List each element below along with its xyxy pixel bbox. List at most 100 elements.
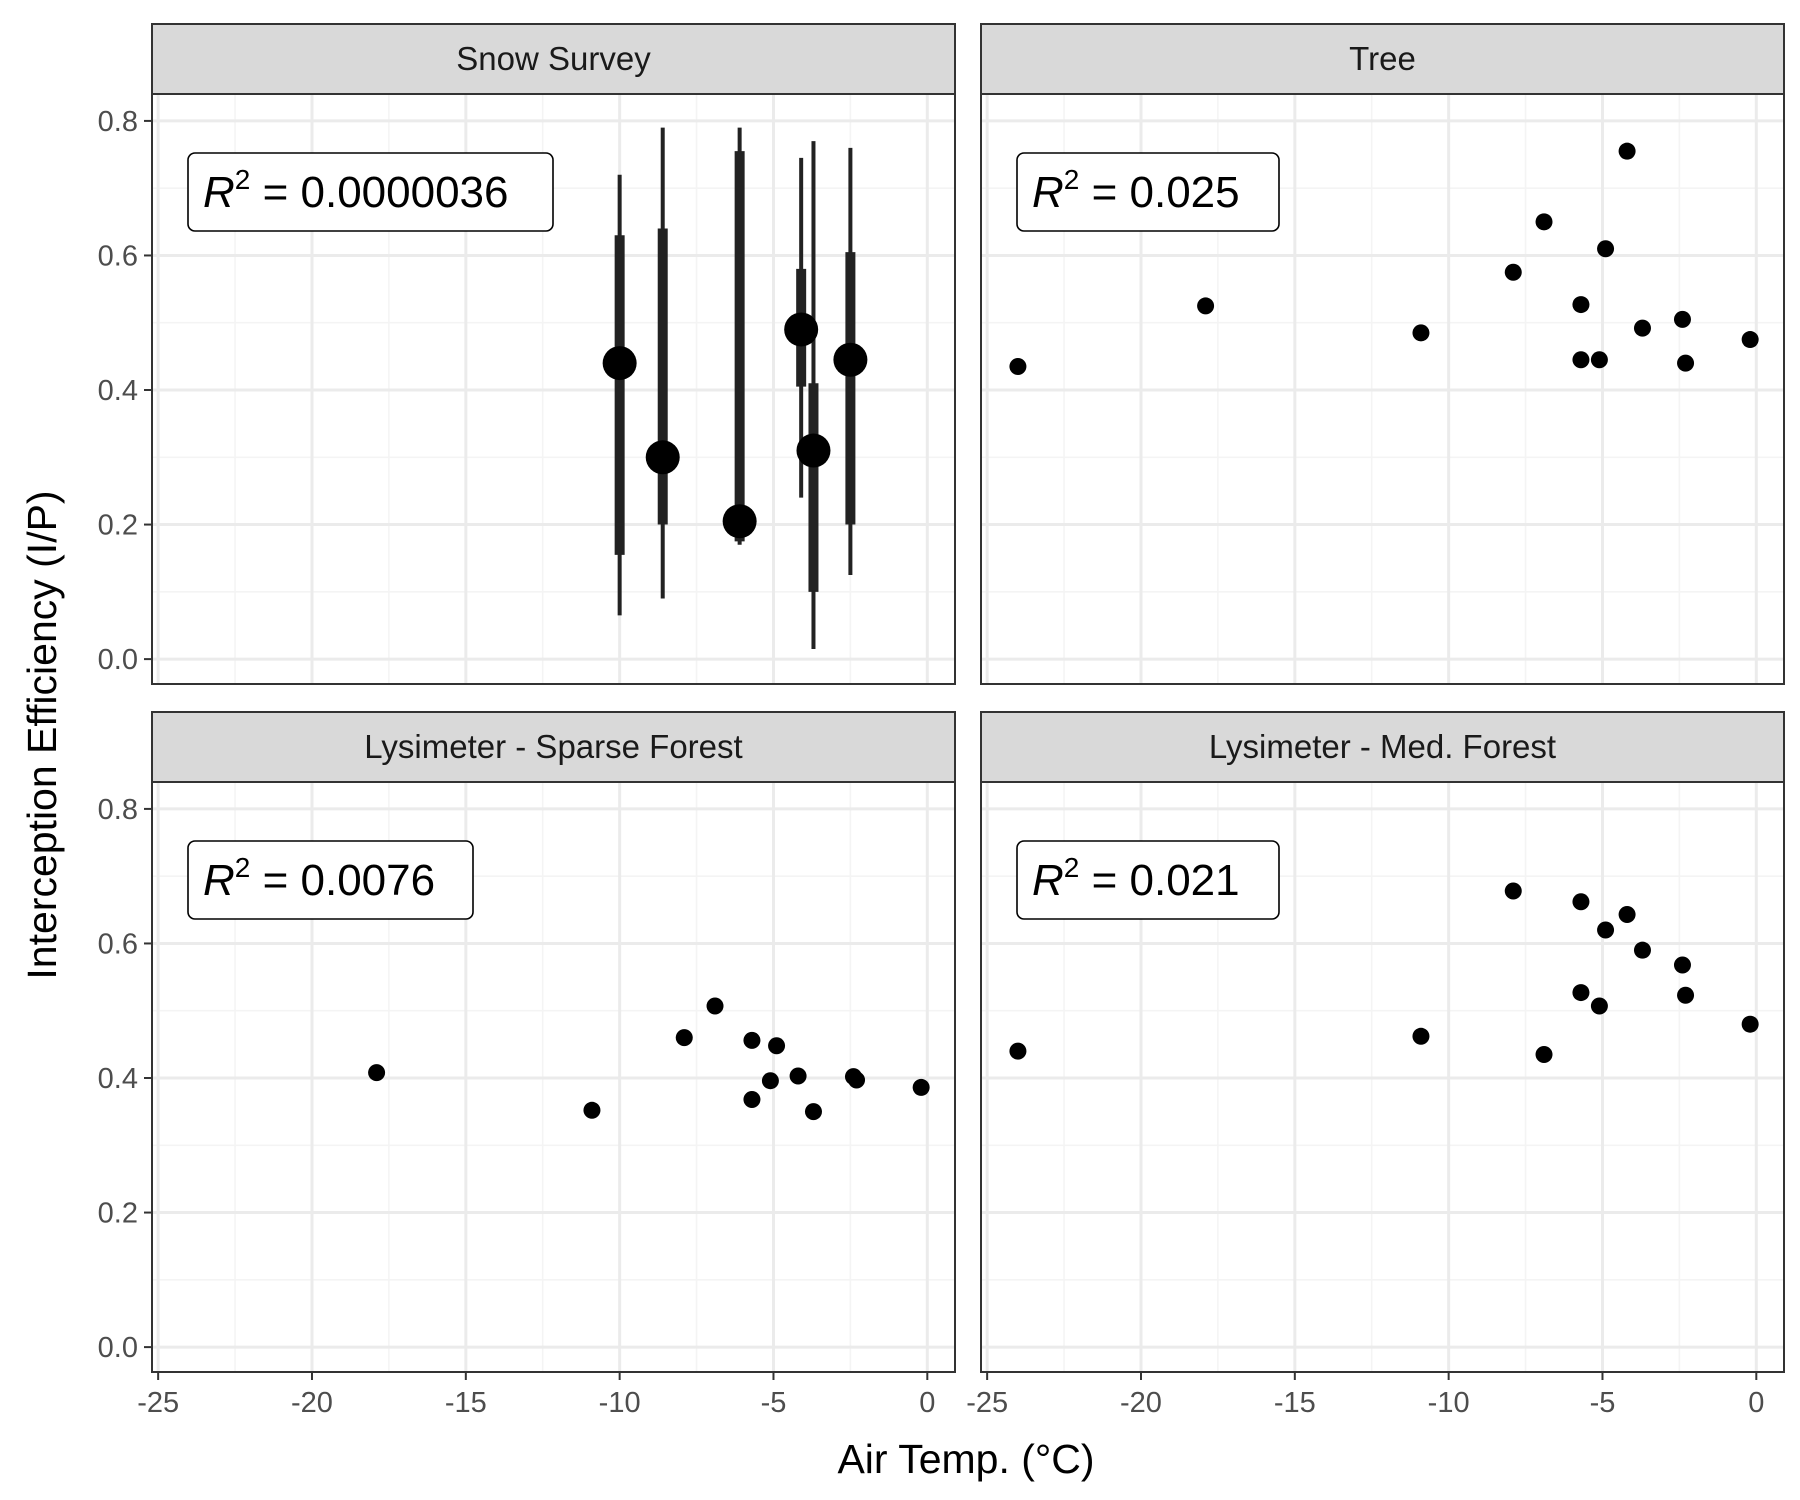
data-point xyxy=(1504,882,1522,900)
data-point xyxy=(1009,357,1027,375)
data-point xyxy=(1572,296,1590,314)
x-tick-label: -5 xyxy=(1590,1387,1616,1419)
data-point xyxy=(804,1103,822,1121)
facet-strip-label: Snow Survey xyxy=(456,40,651,77)
data-point xyxy=(1590,997,1608,1015)
r2-label: R2 = 0.021 xyxy=(1032,852,1240,905)
x-tick-label: 0 xyxy=(919,1387,935,1419)
facet-strip xyxy=(151,711,956,783)
data-point xyxy=(1673,310,1691,328)
y-tick-label: 0.6 xyxy=(98,928,138,960)
r2-symbol: R xyxy=(203,856,235,905)
r2-label-box xyxy=(1016,152,1280,232)
facet-strip-label: Tree xyxy=(1349,40,1416,77)
data-point xyxy=(1572,351,1590,369)
data-point xyxy=(1504,263,1522,281)
r2-symbol: R xyxy=(1032,168,1064,217)
x-tick-label: -5 xyxy=(761,1387,787,1419)
r2-exponent: 2 xyxy=(235,852,251,883)
facet-panels: Snow Survey R2 = 0.0000036 0.0 0.2 0.4 0.6 0.8… xyxy=(98,23,1785,1419)
x-axis-title: Air Temp. (°C) xyxy=(837,1436,1094,1482)
data-point xyxy=(1535,1045,1553,1063)
x-tick-label: -10 xyxy=(1428,1387,1470,1419)
data-point xyxy=(796,433,831,468)
data-point xyxy=(722,504,757,539)
r2-value: = 0.0076 xyxy=(250,856,435,905)
panel-border xyxy=(151,93,956,685)
data-point xyxy=(784,312,819,347)
r2-symbol: R xyxy=(1032,856,1064,905)
x-tick-label: -10 xyxy=(599,1387,641,1419)
data-point xyxy=(675,1029,693,1047)
data-point xyxy=(1633,319,1651,337)
panel-border xyxy=(980,781,1785,1373)
facet-strip-label: Lysimeter - Sparse Forest xyxy=(364,728,742,765)
r2-exponent: 2 xyxy=(1064,164,1080,195)
x-tick-label: -25 xyxy=(137,1387,179,1419)
panel-border xyxy=(980,93,1785,685)
facet-panel: Snow Survey R2 = 0.0000036 0.0 0.2 0.4 0.6 0.8 xyxy=(98,23,956,685)
data-point xyxy=(912,1078,930,1096)
data-point xyxy=(1597,240,1615,258)
facet-panel: Lysimeter - Med. Forest R2 = 0.021 -25 -20 -… xyxy=(966,711,1785,1419)
y-axis-title: Interception Efficiency (I/P) xyxy=(19,490,65,979)
r2-label: R2 = 0.0000036 xyxy=(203,164,509,217)
data-point xyxy=(848,1071,866,1089)
facet-strip xyxy=(980,711,1785,783)
data-point xyxy=(1535,213,1553,231)
x-tick-label: -25 xyxy=(966,1387,1008,1419)
data-point xyxy=(833,342,868,377)
x-tick-label: -20 xyxy=(291,1387,333,1419)
y-tick-label: 0.8 xyxy=(98,794,138,826)
r2-label: R2 = 0.025 xyxy=(1032,164,1240,217)
x-tick-label: -20 xyxy=(1120,1387,1162,1419)
r2-label-box xyxy=(187,840,474,920)
panel-border xyxy=(151,781,956,1373)
data-point xyxy=(1197,297,1215,315)
data-point xyxy=(1633,941,1651,959)
data-point xyxy=(1009,1042,1027,1060)
facet-panel: Lysimeter - Sparse Forest R2 = 0.0076 0.0 0… xyxy=(98,711,956,1419)
y-tick-label: 0.2 xyxy=(98,510,138,542)
r2-label-box xyxy=(187,152,554,232)
facet-panel: Tree R2 = 0.025 xyxy=(980,23,1785,685)
data-point xyxy=(1597,921,1615,939)
data-point xyxy=(1618,142,1636,160)
data-point xyxy=(368,1064,386,1082)
r2-label-box xyxy=(1016,840,1280,920)
data-point xyxy=(706,997,724,1015)
r2-label: R2 = 0.0076 xyxy=(203,852,435,905)
data-point xyxy=(645,440,680,475)
y-tick-label: 0.4 xyxy=(98,375,138,407)
data-point xyxy=(1572,984,1590,1002)
y-tick-label: 0.0 xyxy=(98,644,138,676)
data-point xyxy=(1412,1027,1430,1045)
r2-exponent: 2 xyxy=(1064,852,1080,883)
data-point xyxy=(1741,331,1759,349)
r2-value: = 0.025 xyxy=(1079,168,1239,217)
y-tick-label: 0.0 xyxy=(98,1332,138,1364)
data-point xyxy=(1677,354,1695,372)
data-point xyxy=(1618,906,1636,924)
data-point xyxy=(1677,986,1695,1004)
r2-value: = 0.021 xyxy=(1079,856,1239,905)
y-tick-label: 0.4 xyxy=(98,1063,138,1095)
data-point xyxy=(1590,351,1608,369)
data-point xyxy=(602,346,637,381)
y-tick-label: 0.6 xyxy=(98,240,138,272)
data-point xyxy=(1741,1015,1759,1033)
x-tick-label: -15 xyxy=(445,1387,487,1419)
r2-symbol: R xyxy=(203,168,235,217)
facet-strip-label: Lysimeter - Med. Forest xyxy=(1209,728,1556,765)
data-point xyxy=(789,1067,807,1085)
data-point xyxy=(761,1072,779,1090)
data-point xyxy=(743,1031,761,1049)
y-tick-label: 0.2 xyxy=(98,1198,138,1230)
data-point xyxy=(1673,956,1691,974)
data-point xyxy=(1572,893,1590,911)
data-point xyxy=(1412,324,1430,342)
y-tick-label: 0.8 xyxy=(98,106,138,138)
x-tick-label: -15 xyxy=(1274,1387,1316,1419)
x-tick-label: 0 xyxy=(1748,1387,1764,1419)
